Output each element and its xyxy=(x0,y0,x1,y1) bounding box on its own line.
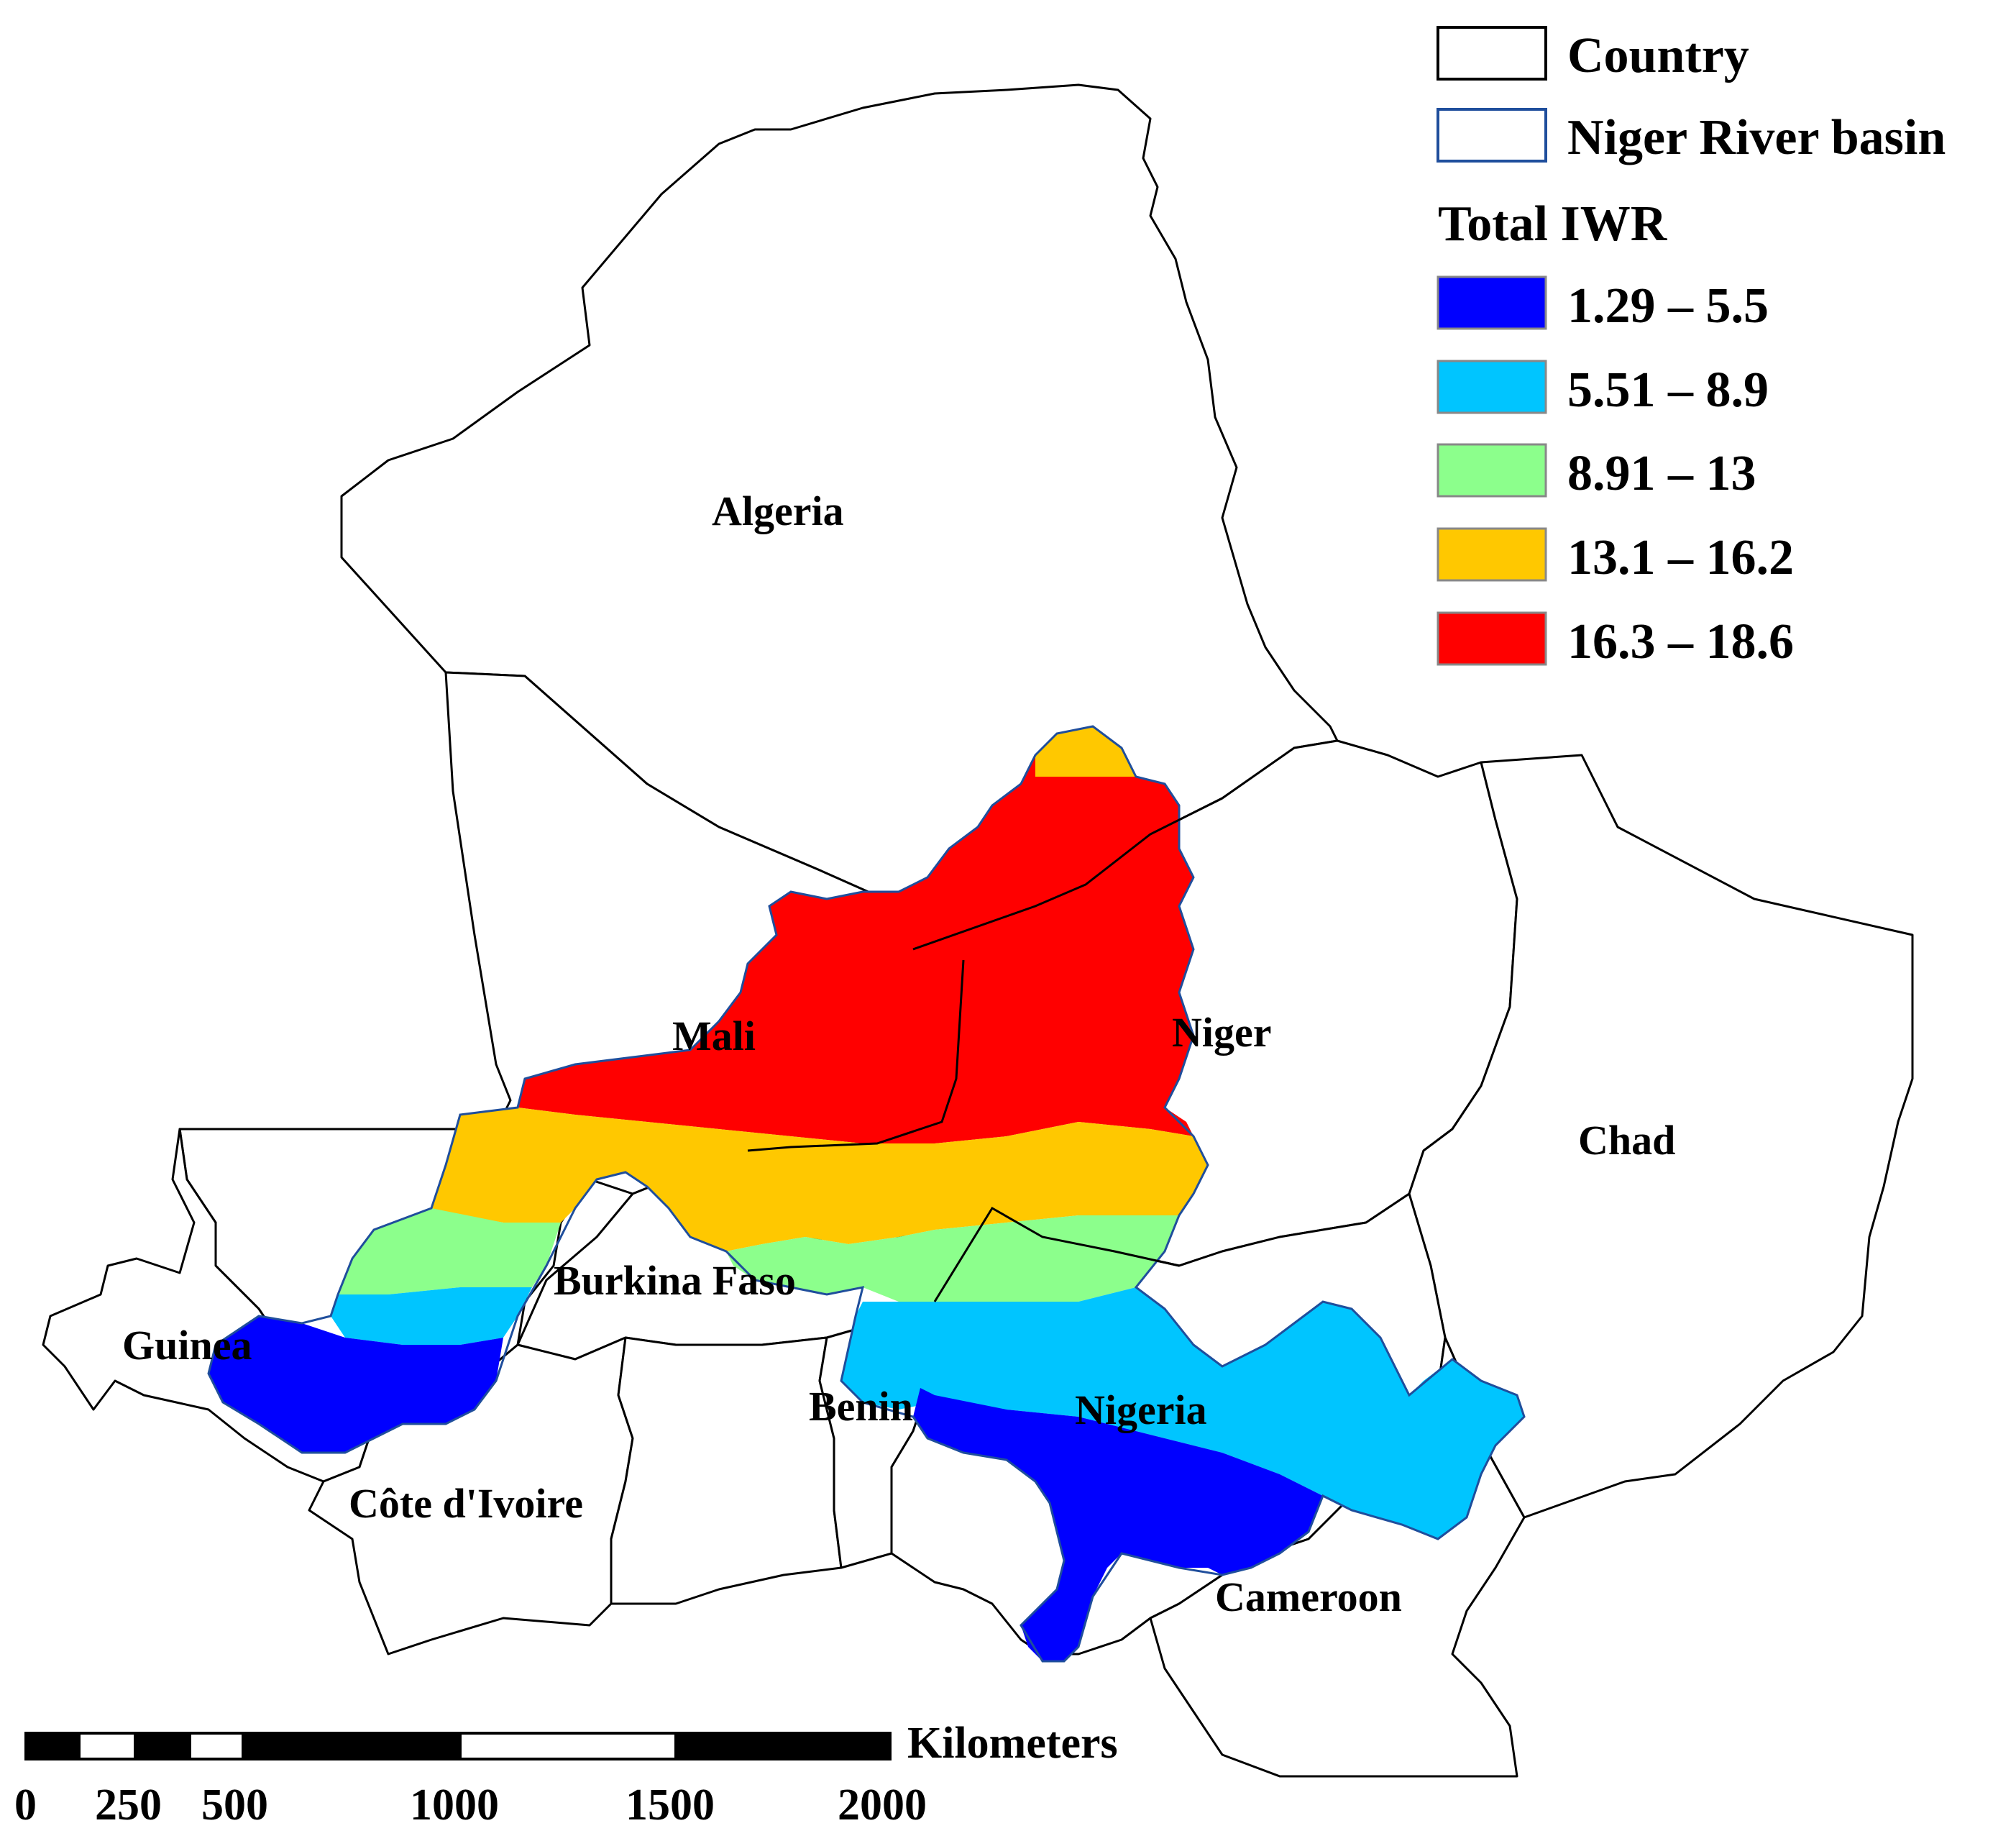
algeria-border-segment xyxy=(912,797,1223,951)
legend-heading: Total IWR xyxy=(1438,196,1668,252)
iwr-zone-5-51-8-9 xyxy=(331,1287,1524,1539)
niger-river-basin-outline xyxy=(207,725,1526,1663)
country-label-mali: Mali xyxy=(672,1013,756,1059)
iwr-zone-13-1-16-2 xyxy=(431,1107,1208,1251)
internal-borders xyxy=(747,797,1223,1302)
country-label-niger: Niger xyxy=(1172,1009,1272,1056)
legend-range-1: 1.29 – 5.5 xyxy=(1567,278,1769,334)
scale-seg-3 xyxy=(134,1733,191,1759)
legend-basin-swatch xyxy=(1437,108,1547,163)
legend-range-5: 16.3 – 18.6 xyxy=(1567,614,1794,670)
legend: Country Niger River basin Total IWR 1.29… xyxy=(1437,26,1946,670)
scale-tick-1000: 1000 xyxy=(410,1781,499,1830)
scale-unit: Kilometers xyxy=(907,1719,1118,1768)
legend-swatch-1 xyxy=(1437,275,1547,330)
country-label-cameroon: Cameroon xyxy=(1215,1574,1402,1620)
country-label-guinea: Guinea xyxy=(122,1322,252,1369)
iwr-zone-1-29-5-5 xyxy=(209,1316,1323,1661)
scale-seg-5 xyxy=(242,1733,462,1759)
scale-seg-1 xyxy=(26,1733,81,1759)
legend-basin-label: Niger River basin xyxy=(1567,110,1946,165)
legend-swatch-4 xyxy=(1437,527,1547,582)
legend-swatch-3 xyxy=(1437,443,1547,498)
legend-country-label: Country xyxy=(1567,28,1749,83)
legend-range-2: 5.51 – 8.9 xyxy=(1567,362,1769,418)
iwr-zone-8-91-13 xyxy=(338,1208,1179,1302)
legend-country-swatch xyxy=(1437,26,1547,81)
scale-tick-1500: 1500 xyxy=(626,1781,715,1830)
mali-niger-border xyxy=(747,959,965,1152)
legend-range-4: 13.1 – 16.2 xyxy=(1567,530,1794,585)
iwr-zone-16-3-18-6 xyxy=(518,748,1193,1143)
scale-seg-7 xyxy=(674,1733,890,1759)
country-label-cote-divoire: Côte d'Ivoire xyxy=(349,1480,583,1527)
legend-swatch-2 xyxy=(1437,360,1547,414)
nigeria-border-segment xyxy=(933,1206,1180,1302)
scale-tick-250: 250 xyxy=(95,1781,162,1830)
country-label-algeria: Algeria xyxy=(712,488,844,534)
scale-tick-0: 0 xyxy=(14,1781,37,1830)
ghana-outline xyxy=(610,1336,843,1605)
iwr-zones xyxy=(209,726,1524,1661)
iwr-zone-13-1-16-2-north xyxy=(1035,726,1136,777)
country-label-nigeria: Nigeria xyxy=(1075,1387,1207,1433)
scale-bar: Kilometers 0 250 500 1000 1500 2000 xyxy=(14,1719,1118,1830)
chad-outline xyxy=(1408,754,1914,1519)
country-label-chad: Chad xyxy=(1578,1117,1675,1164)
country-label-burkina-faso: Burkina Faso xyxy=(554,1257,796,1304)
scale-tick-2000: 2000 xyxy=(838,1781,927,1830)
legend-range-3: 8.91 – 13 xyxy=(1567,446,1756,501)
legend-swatch-5 xyxy=(1437,611,1547,666)
country-label-benin: Benin xyxy=(809,1383,913,1430)
scale-tick-500: 500 xyxy=(201,1781,268,1830)
